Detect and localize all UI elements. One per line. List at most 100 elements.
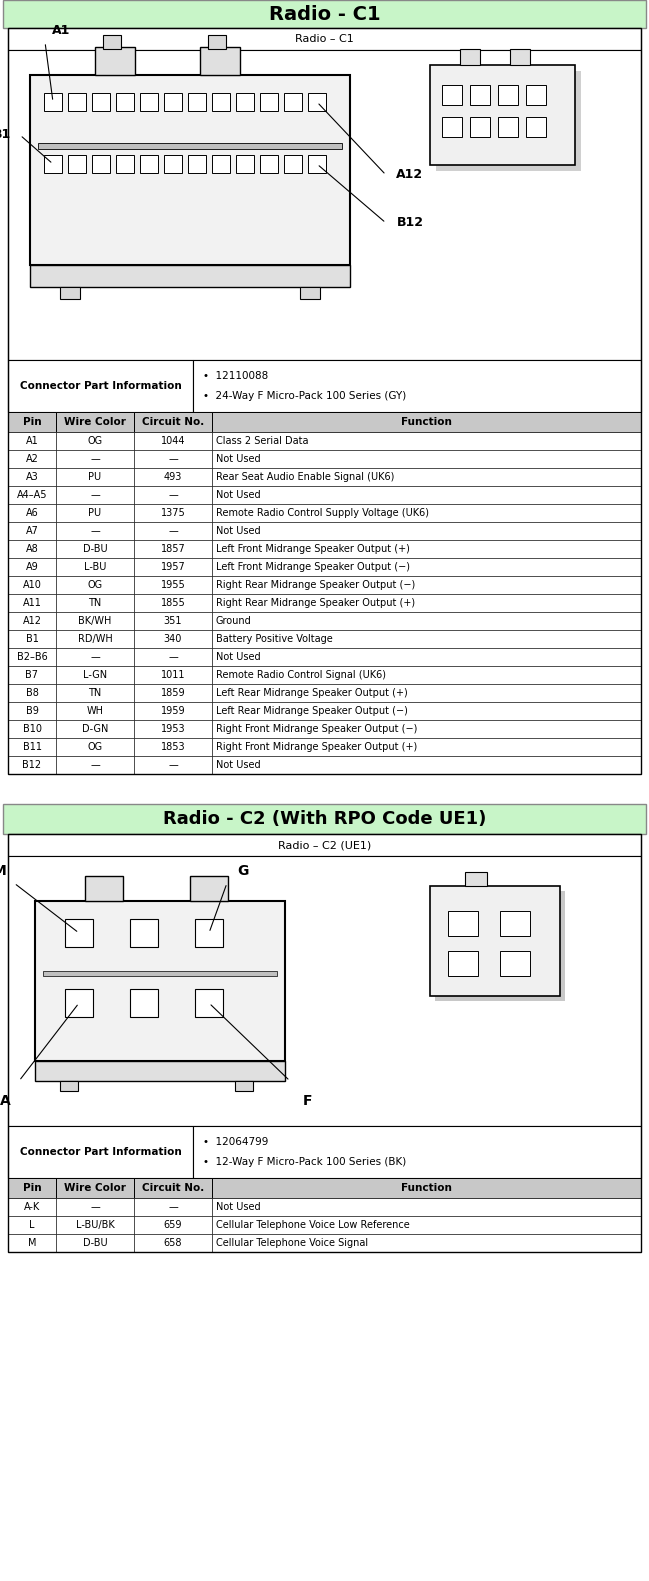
Bar (435, 892, 565, 1001)
Bar (56, 1198, 134, 1216)
Text: Cellular Telephone Voice Low Reference: Cellular Telephone Voice Low Reference (216, 1221, 410, 1230)
Text: 1957: 1957 (160, 561, 186, 572)
Bar (56, 648, 134, 666)
Bar (56, 594, 134, 612)
Bar (8, 558, 56, 575)
Bar (8, 28, 641, 775)
Bar (95, 47, 135, 74)
Text: Not Used: Not Used (216, 490, 261, 500)
Bar (116, 155, 134, 172)
Bar (195, 990, 223, 1017)
Bar (164, 155, 182, 172)
Text: •  12110088: • 12110088 (203, 370, 268, 381)
Bar (498, 85, 518, 104)
Text: Circuit No.: Circuit No. (142, 1183, 204, 1194)
Bar (8, 413, 56, 432)
Bar (130, 919, 158, 947)
Text: Wire Color: Wire Color (64, 417, 126, 427)
Bar (470, 117, 490, 138)
Text: —: — (90, 651, 100, 662)
Bar (8, 594, 56, 612)
Text: A: A (0, 1094, 10, 1108)
Text: 1953: 1953 (161, 724, 186, 734)
Bar (56, 629, 134, 648)
Text: A1: A1 (25, 436, 38, 446)
Bar (103, 35, 121, 49)
Text: Function: Function (401, 1183, 452, 1194)
Bar (56, 612, 134, 629)
Bar (56, 1235, 134, 1252)
Text: TN: TN (88, 598, 102, 609)
Text: 658: 658 (164, 1238, 182, 1247)
Bar (260, 93, 278, 111)
Bar (235, 1081, 253, 1091)
Bar (212, 719, 641, 738)
Text: L-BU/BK: L-BU/BK (76, 1221, 114, 1230)
Text: D-GN: D-GN (82, 724, 108, 734)
Bar (134, 666, 212, 685)
Bar (212, 685, 641, 702)
Bar (92, 93, 110, 111)
Text: Pin: Pin (23, 417, 42, 427)
Bar (308, 155, 326, 172)
Bar (68, 93, 86, 111)
Bar (212, 451, 641, 468)
Text: —: — (90, 454, 100, 463)
Bar (56, 468, 134, 485)
Bar (56, 413, 134, 432)
Bar (164, 93, 182, 111)
Text: Radio – C2 (UE1): Radio – C2 (UE1) (278, 840, 371, 851)
Bar (212, 648, 641, 666)
Bar (460, 49, 480, 65)
Text: —: — (168, 454, 178, 463)
Bar (8, 485, 56, 504)
Bar (56, 575, 134, 594)
Bar (8, 504, 56, 522)
Bar (134, 558, 212, 575)
Text: Function: Function (401, 417, 452, 427)
Bar (8, 648, 56, 666)
Bar (56, 432, 134, 451)
Text: Right Front Midrange Speaker Output (+): Right Front Midrange Speaker Output (+) (216, 741, 417, 753)
Text: Connector Part Information: Connector Part Information (19, 1146, 181, 1157)
Text: PU: PU (88, 473, 101, 482)
Bar (188, 93, 206, 111)
Text: Left Front Midrange Speaker Output (+): Left Front Midrange Speaker Output (+) (216, 544, 410, 553)
Bar (448, 952, 478, 975)
Bar (38, 142, 342, 149)
Bar (56, 522, 134, 541)
Bar (212, 432, 641, 451)
Text: —: — (90, 1202, 100, 1213)
Bar (500, 911, 530, 936)
Text: A10: A10 (23, 580, 42, 590)
Text: B9: B9 (25, 707, 38, 716)
Bar (134, 541, 212, 558)
Bar (65, 919, 93, 947)
Bar (134, 468, 212, 485)
Bar (134, 756, 212, 775)
Text: Left Front Midrange Speaker Output (−): Left Front Midrange Speaker Output (−) (216, 561, 410, 572)
Text: Left Rear Midrange Speaker Output (+): Left Rear Midrange Speaker Output (+) (216, 688, 408, 697)
Bar (236, 93, 254, 111)
Text: Remote Radio Control Signal (UK6): Remote Radio Control Signal (UK6) (216, 670, 386, 680)
Text: —: — (168, 1202, 178, 1213)
Bar (140, 155, 158, 172)
Text: Radio - C2 (With RPO Code UE1): Radio - C2 (With RPO Code UE1) (163, 809, 486, 828)
Bar (470, 85, 490, 104)
Bar (212, 541, 641, 558)
Bar (60, 1081, 78, 1091)
Bar (56, 756, 134, 775)
Text: A12: A12 (397, 169, 424, 182)
Bar (300, 288, 320, 299)
Bar (212, 612, 641, 629)
Text: OG: OG (88, 580, 103, 590)
Bar (134, 719, 212, 738)
Bar (43, 971, 277, 975)
Bar (465, 873, 487, 885)
Text: A2: A2 (25, 454, 38, 463)
Bar (56, 504, 134, 522)
Text: F: F (303, 1094, 313, 1108)
Text: Remote Radio Control Supply Voltage (UK6): Remote Radio Control Supply Voltage (UK6… (216, 508, 429, 519)
Bar (436, 71, 581, 171)
Bar (8, 855, 641, 1126)
